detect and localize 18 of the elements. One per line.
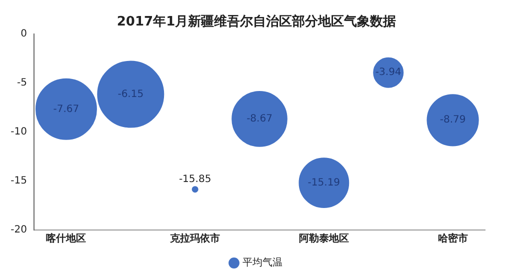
x-tick-label: 喀什地区 — [46, 232, 86, 245]
y-tick-label: -20 — [10, 224, 27, 236]
x-tick-label: 哈密市 — [438, 232, 468, 245]
x-tick-label: 阿勒泰地区 — [298, 232, 349, 245]
y-tick-label: -10 — [10, 126, 27, 138]
chart-title: 2017年1月新疆维吾尔自治区部分地区气象数据 — [116, 14, 396, 30]
data-label: -3.94 — [375, 67, 402, 78]
data-label: -15.19 — [308, 177, 340, 188]
y-tick-label: 0 — [20, 28, 27, 40]
y-tick-label: -15 — [10, 176, 27, 187]
data-label: -15.85 — [178, 174, 212, 186]
data-label: -8.79 — [440, 114, 466, 126]
data-label: -8.67 — [246, 114, 272, 125]
data-label: -7.67 — [53, 104, 80, 115]
x-tick-label: 克拉玛依市 — [169, 232, 220, 245]
data-label: -6.15 — [118, 88, 144, 100]
y-tick-label: -5 — [17, 78, 27, 89]
legend-label: 平均气温 — [242, 256, 282, 269]
